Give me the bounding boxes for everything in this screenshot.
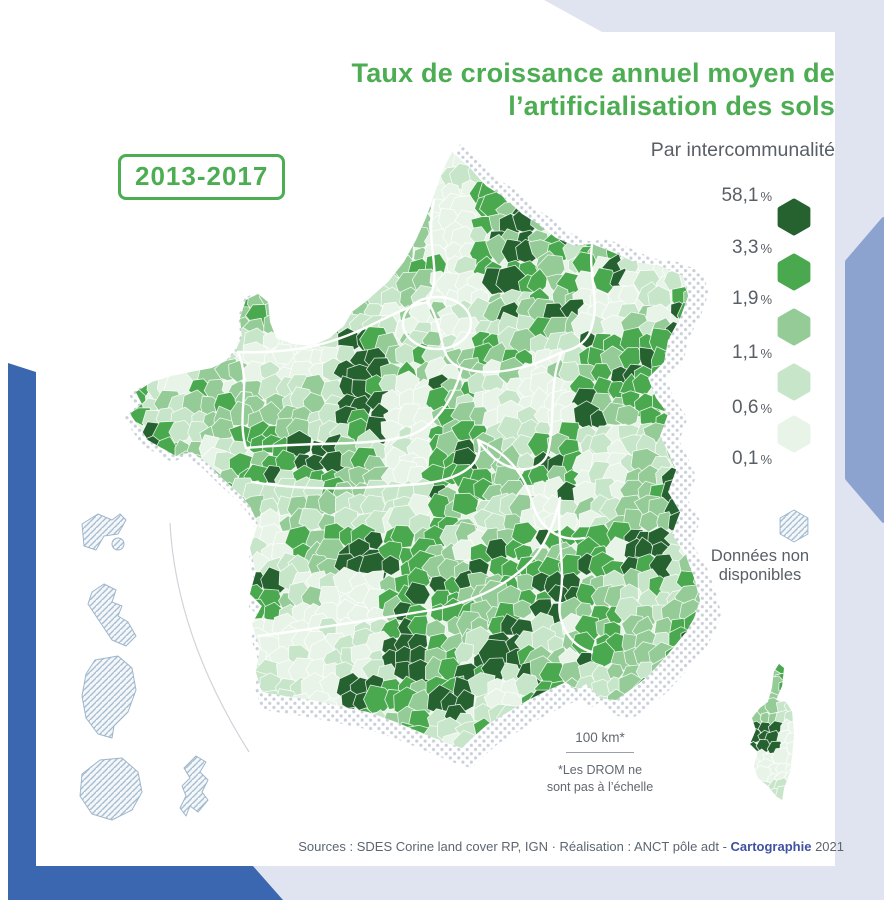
period-badge: 2013-2017 <box>118 154 286 200</box>
page-title: Taux de croissance annuel moyen de l’art… <box>352 57 835 123</box>
scale-bar-label: 100 km* <box>575 730 625 745</box>
legend-percent-symbol: % <box>760 189 772 204</box>
legend-percent-symbol: % <box>760 292 772 307</box>
legend-break-label-2: 3,3% <box>652 237 772 259</box>
legend-percent-symbol: % <box>760 241 772 256</box>
legend-hexagon-class-2 <box>777 253 811 291</box>
legend-break-label-1: 58,1% <box>652 185 772 207</box>
legend-break-label-5: 0,6% <box>652 397 772 419</box>
no-data-line-2: disponibles <box>718 566 802 584</box>
drom-guadeloupe <box>81 513 127 551</box>
scale-note-line-2: sont pas à l’échelle <box>546 780 654 794</box>
legend-break-value: 0,6 <box>732 397 759 418</box>
legend-break-value: 0,1 <box>732 448 759 469</box>
scale-bar-line <box>566 752 634 753</box>
corsica-inset-map <box>750 664 794 800</box>
drom-reunion <box>79 757 143 821</box>
no-data-line-1: Données non <box>710 547 810 565</box>
separator-arc-line <box>169 522 250 753</box>
legend-break-label-6: 0,1% <box>652 448 772 470</box>
legend-hexagons <box>777 198 811 453</box>
legend-percent-symbol: % <box>760 346 772 361</box>
legend-break-value: 3,3 <box>732 237 759 258</box>
legend-hexagon-class-1 <box>777 198 811 236</box>
scale-bar-note: *Les DROM ne sont pas à l’échelle <box>520 762 680 796</box>
sources-prefix: Sources : SDES Corine land cover RP, IGN… <box>298 839 731 854</box>
legend-break-label-4: 1,1% <box>652 342 772 364</box>
legend-hexagon-class-3 <box>777 308 811 346</box>
legend-hexagon-class-5 <box>777 415 811 453</box>
no-data-legend-label: Données non disponibles <box>687 547 833 585</box>
title-line-1: Taux de croissance annuel moyen de <box>351 58 835 88</box>
legend-break-value: 1,9 <box>732 288 759 309</box>
drom-martinique <box>87 583 137 647</box>
drom-guyane <box>81 655 137 739</box>
no-data-hexagon <box>779 509 809 543</box>
legend-percent-symbol: % <box>760 401 772 416</box>
sources-brand: Cartographie <box>730 839 812 854</box>
legend-hexagon-class-4 <box>777 363 811 401</box>
legend-break-value: 1,1 <box>732 342 759 363</box>
drom-mayotte <box>179 755 209 817</box>
drom-insets-no-data <box>79 513 209 821</box>
sources-line: Sources : SDES Corine land cover RP, IGN… <box>298 839 844 854</box>
scale-note-line-1: *Les DROM ne <box>557 763 643 777</box>
no-data-legend-hexagon <box>779 509 809 543</box>
drom-guadeloupe-islet <box>111 537 125 551</box>
right-edge-hexagon-shape <box>845 217 884 523</box>
legend-percent-symbol: % <box>760 452 772 467</box>
region-borders <box>236 198 596 654</box>
legend-break-label-3: 1,9% <box>652 288 772 310</box>
legend-break-value: 58,1 <box>721 185 759 206</box>
page-subtitle: Par intercommunalité <box>650 139 835 161</box>
title-line-2: l’artificialisation des sols <box>508 91 835 121</box>
blue-frame-shape <box>8 363 283 900</box>
sources-year: 2021 <box>811 839 844 854</box>
